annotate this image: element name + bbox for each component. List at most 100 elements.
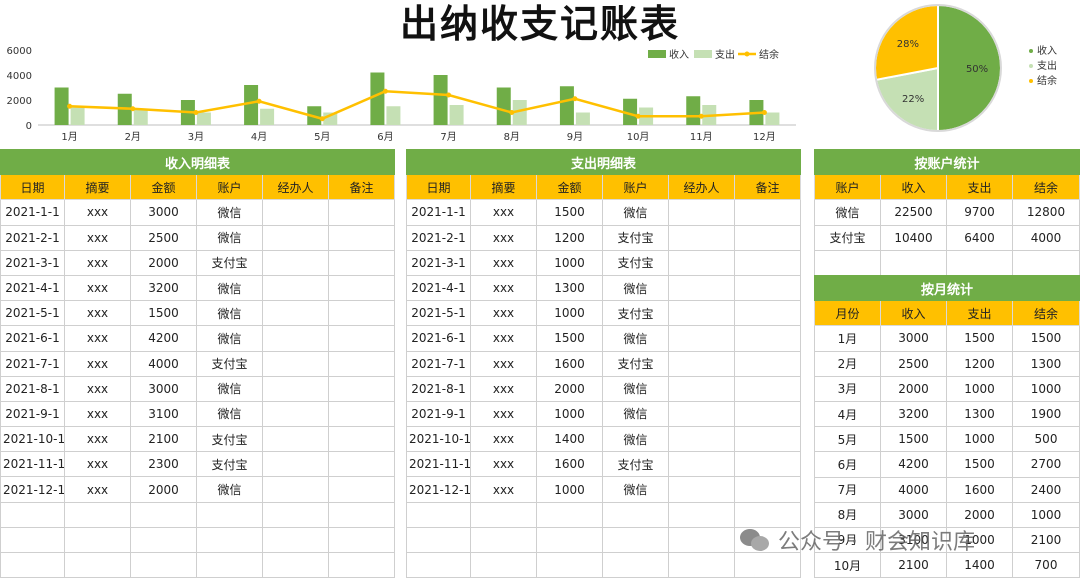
income-cell[interactable]: 微信 xyxy=(196,300,263,327)
income-cell[interactable]: 微信 xyxy=(196,199,263,226)
expense-cell[interactable] xyxy=(536,526,603,554)
income-cell[interactable]: 2021-5-1 xyxy=(0,300,65,327)
income-cell[interactable] xyxy=(64,501,131,528)
monthly-cell[interactable]: 2100 xyxy=(1011,526,1080,554)
income-cell[interactable] xyxy=(262,224,329,251)
income-cell[interactable] xyxy=(327,526,396,554)
income-cell[interactable]: 2021-8-1 xyxy=(0,375,65,402)
income-cell[interactable]: 微信 xyxy=(196,274,263,302)
income-cell[interactable]: 2000 xyxy=(130,476,197,503)
expense-cell[interactable]: 2021-2-1 xyxy=(406,224,471,251)
expense-cell[interactable] xyxy=(668,249,735,276)
income-cell[interactable]: 2000 xyxy=(130,249,197,276)
expense-cell[interactable] xyxy=(602,501,669,528)
income-cell[interactable]: 4000 xyxy=(130,350,197,377)
expense-cell[interactable]: xxx xyxy=(470,400,537,428)
expense-cell[interactable] xyxy=(536,551,603,579)
account-cell[interactable] xyxy=(946,249,1013,276)
expense-cell[interactable] xyxy=(668,551,735,579)
monthly-cell[interactable]: 1900 xyxy=(1011,400,1080,428)
income-cell[interactable] xyxy=(327,249,396,276)
monthly-cell[interactable]: 2100 xyxy=(880,552,947,579)
monthly-cell[interactable]: 1600 xyxy=(946,476,1013,503)
expense-cell[interactable]: 1400 xyxy=(536,426,603,453)
account-cell[interactable]: 4000 xyxy=(1011,224,1080,251)
expense-cell[interactable]: xxx xyxy=(470,426,537,453)
monthly-cell[interactable]: 1000 xyxy=(1011,375,1080,402)
income-cell[interactable]: 支付宝 xyxy=(196,451,263,478)
monthly-cell[interactable]: 5月 xyxy=(814,426,881,453)
income-cell[interactable] xyxy=(262,476,329,503)
monthly-cell[interactable]: 4200 xyxy=(880,451,947,478)
income-cell[interactable] xyxy=(327,199,396,226)
expense-cell[interactable] xyxy=(668,300,735,327)
expense-cell[interactable] xyxy=(733,300,802,327)
income-cell[interactable] xyxy=(327,476,396,503)
expense-cell[interactable]: 2021-1-1 xyxy=(406,199,471,226)
income-cell[interactable]: xxx xyxy=(64,199,131,226)
expense-cell[interactable]: 2021-3-1 xyxy=(406,249,471,276)
expense-cell[interactable] xyxy=(733,476,802,503)
income-cell[interactable]: 2021-9-1 xyxy=(0,400,65,428)
monthly-cell[interactable]: 4月 xyxy=(814,400,881,428)
expense-cell[interactable]: 1000 xyxy=(536,300,603,327)
income-cell[interactable]: 支付宝 xyxy=(196,350,263,377)
income-cell[interactable] xyxy=(130,526,197,554)
expense-cell[interactable] xyxy=(733,274,802,302)
income-cell[interactable] xyxy=(130,551,197,579)
expense-cell[interactable] xyxy=(733,325,802,352)
monthly-cell[interactable]: 500 xyxy=(1011,426,1080,453)
monthly-cell[interactable]: 8月 xyxy=(814,501,881,528)
monthly-cell[interactable]: 3000 xyxy=(880,501,947,528)
expense-cell[interactable] xyxy=(733,501,802,528)
income-cell[interactable] xyxy=(64,526,131,554)
income-cell[interactable]: 3000 xyxy=(130,199,197,226)
expense-cell[interactable]: 1500 xyxy=(536,199,603,226)
income-cell[interactable] xyxy=(0,501,65,528)
income-cell[interactable] xyxy=(130,501,197,528)
income-cell[interactable] xyxy=(262,274,329,302)
account-cell[interactable] xyxy=(814,249,881,276)
income-cell[interactable] xyxy=(262,501,329,528)
monthly-cell[interactable]: 1400 xyxy=(946,552,1013,579)
expense-cell[interactable] xyxy=(733,249,802,276)
income-cell[interactable] xyxy=(262,199,329,226)
income-cell[interactable]: 3000 xyxy=(130,375,197,402)
monthly-cell[interactable]: 3200 xyxy=(880,400,947,428)
monthly-cell[interactable]: 2月 xyxy=(814,350,881,377)
account-cell[interactable] xyxy=(880,249,947,276)
income-cell[interactable]: xxx xyxy=(64,426,131,453)
income-cell[interactable]: xxx xyxy=(64,224,131,251)
expense-cell[interactable]: xxx xyxy=(470,199,537,226)
income-cell[interactable] xyxy=(0,526,65,554)
income-cell[interactable]: 2021-3-1 xyxy=(0,249,65,276)
expense-cell[interactable] xyxy=(733,426,802,453)
expense-cell[interactable]: 2021-4-1 xyxy=(406,274,471,302)
income-cell[interactable]: 2021-10-1 xyxy=(0,426,65,453)
monthly-cell[interactable]: 1月 xyxy=(814,325,881,352)
income-cell[interactable]: 2021-1-1 xyxy=(0,199,65,226)
expense-cell[interactable]: 微信 xyxy=(602,426,669,453)
account-cell[interactable]: 12800 xyxy=(1011,199,1080,226)
expense-cell[interactable] xyxy=(733,224,802,251)
expense-cell[interactable]: 1300 xyxy=(536,274,603,302)
income-cell[interactable] xyxy=(262,400,329,428)
expense-cell[interactable]: 支付宝 xyxy=(602,451,669,478)
income-cell[interactable] xyxy=(327,274,396,302)
monthly-cell[interactable]: 1000 xyxy=(1011,501,1080,528)
income-cell[interactable]: 微信 xyxy=(196,375,263,402)
monthly-cell[interactable]: 1500 xyxy=(1011,325,1080,352)
income-cell[interactable]: xxx xyxy=(64,274,131,302)
expense-cell[interactable]: 微信 xyxy=(602,476,669,503)
income-cell[interactable]: xxx xyxy=(64,249,131,276)
monthly-cell[interactable]: 3100 xyxy=(880,526,947,554)
income-cell[interactable] xyxy=(327,300,396,327)
expense-cell[interactable] xyxy=(733,375,802,402)
expense-cell[interactable] xyxy=(668,476,735,503)
expense-cell[interactable]: 2021-9-1 xyxy=(406,400,471,428)
expense-cell[interactable]: 2021-11-1 xyxy=(406,451,471,478)
income-cell[interactable]: 3200 xyxy=(130,274,197,302)
income-cell[interactable] xyxy=(262,325,329,352)
income-cell[interactable] xyxy=(262,375,329,402)
income-cell[interactable]: 2021-6-1 xyxy=(0,325,65,352)
